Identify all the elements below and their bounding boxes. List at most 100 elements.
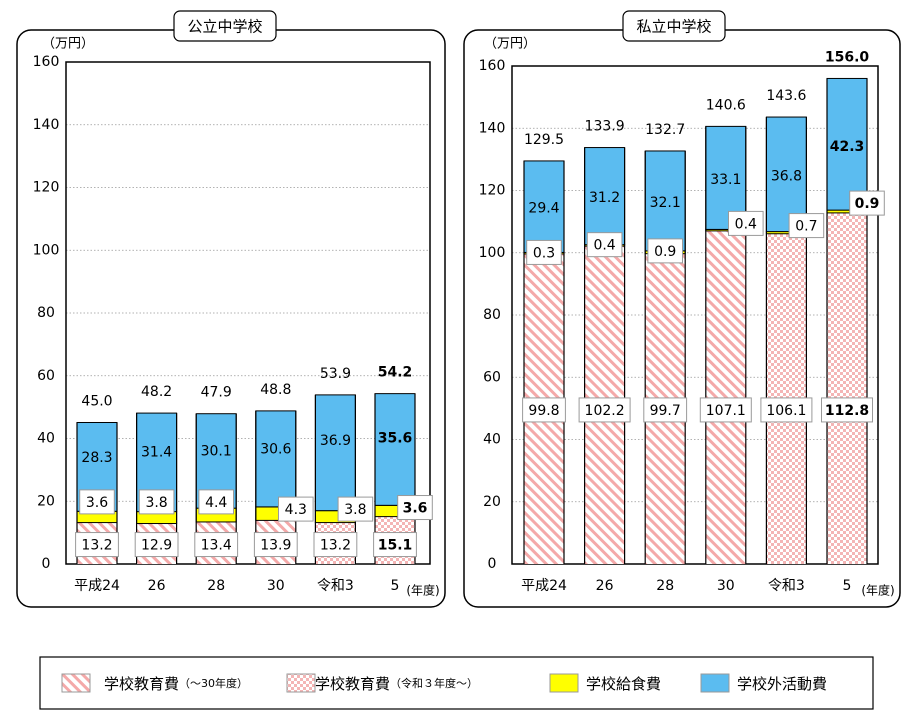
total-label: 47.9 bbox=[201, 385, 232, 401]
school-lunch-label-box bbox=[728, 210, 764, 236]
extracurricular-label: 31.4 bbox=[141, 444, 172, 460]
school-lunch-label: 0.9 bbox=[654, 244, 676, 260]
extracurricular-label: 36.8 bbox=[771, 169, 802, 185]
school-education-label: 112.8 bbox=[825, 403, 869, 419]
x-tick-label: 令和3 bbox=[768, 578, 805, 594]
school-education-label-box bbox=[253, 532, 298, 558]
y-unit-label: （万円） bbox=[42, 37, 94, 52]
y-unit-label: （万円） bbox=[484, 37, 536, 52]
chart-panel-1: 公立中学校 （万円） 0 20 40 60 80 100 120 140 160 45.0 28.3 13… bbox=[16, 10, 446, 608]
bar-extracurricular bbox=[584, 147, 626, 246]
extracurricular-label: 31.2 bbox=[589, 190, 620, 206]
y-tick-label: 160 bbox=[33, 54, 60, 70]
total-label: 48.8 bbox=[260, 382, 291, 398]
school-education-label-box bbox=[699, 397, 752, 423]
total-label: 48.2 bbox=[141, 384, 172, 400]
school-lunch-label-box bbox=[337, 496, 374, 522]
extracurricular-label: 28.3 bbox=[81, 450, 112, 466]
school-lunch-label: 0.9 bbox=[855, 196, 880, 212]
total-label: 140.6 bbox=[706, 97, 746, 113]
school-education-label-box bbox=[578, 397, 631, 423]
school-education-label: 15.1 bbox=[378, 538, 413, 554]
school-education-label-box bbox=[522, 397, 566, 423]
extracurricular-label: 35.6 bbox=[378, 430, 413, 446]
school-lunch-label: 3.6 bbox=[403, 501, 428, 517]
y-tick-label: 160 bbox=[479, 58, 506, 74]
legend-label-suffix: （令和３年度〜） bbox=[390, 676, 478, 690]
school-lunch-label-box bbox=[278, 496, 314, 522]
bar-extracurricular bbox=[314, 394, 356, 512]
school-education-label-box bbox=[821, 397, 873, 423]
extracurricular-label: 36.9 bbox=[320, 433, 351, 449]
legend-label-main: 学校給食費 bbox=[586, 675, 661, 693]
bar-group bbox=[523, 160, 565, 564]
extracurricular-label: 29.4 bbox=[528, 201, 559, 217]
school-lunch-label-box bbox=[138, 489, 175, 515]
x-unit-label: (年度) bbox=[861, 583, 894, 598]
extracurricular-label: 33.1 bbox=[710, 172, 741, 188]
y-tick-label: 140 bbox=[33, 117, 60, 133]
total-label: 129.5 bbox=[524, 132, 564, 148]
total-label: 133.9 bbox=[585, 119, 625, 135]
y-tick-label: 60 bbox=[483, 369, 501, 385]
school-education-label-box bbox=[760, 397, 813, 423]
x-tick-label: 平成24 bbox=[521, 578, 567, 594]
school-lunch-label-box bbox=[647, 238, 684, 264]
school-lunch-label: 0.4 bbox=[593, 238, 615, 254]
total-label: 132.7 bbox=[645, 122, 685, 138]
school-lunch-label: 0.7 bbox=[795, 219, 817, 235]
total-label: 45.0 bbox=[81, 393, 112, 409]
school-lunch-label-box bbox=[397, 495, 433, 521]
y-tick-label: 0 bbox=[42, 556, 51, 572]
school-education-label: 13.4 bbox=[201, 538, 232, 554]
school-lunch-label: 3.6 bbox=[86, 495, 108, 511]
total-label: 143.6 bbox=[766, 88, 806, 104]
y-tick-label: 140 bbox=[479, 120, 506, 136]
y-tick-label: 100 bbox=[33, 242, 60, 258]
legend-label: 学校給食費 bbox=[586, 675, 661, 693]
legend-label: 学校教育費（令和３年度〜） bbox=[315, 675, 478, 693]
legend-label-main: 学校教育費 bbox=[315, 675, 390, 693]
legend: 学校教育費（〜30年度） 学校教育費（令和３年度〜） 学校給食費 学校外活動費 bbox=[39, 656, 874, 710]
school-education-label: 99.7 bbox=[650, 403, 681, 419]
school-education-label-box bbox=[194, 532, 239, 558]
school-lunch-label: 3.8 bbox=[145, 495, 167, 511]
y-tick-label: 20 bbox=[483, 494, 501, 510]
school-lunch-label-box bbox=[849, 190, 885, 216]
legend-swatch bbox=[286, 673, 316, 693]
school-education-label: 13.9 bbox=[260, 538, 291, 554]
x-unit-label: (年度) bbox=[406, 583, 439, 598]
y-tick-label: 40 bbox=[37, 431, 55, 447]
school-education-label-box bbox=[373, 532, 417, 558]
title-tab bbox=[622, 10, 726, 42]
x-tick-label: 28 bbox=[207, 578, 225, 594]
school-education-label-box bbox=[313, 532, 358, 558]
school-lunch-label: 3.8 bbox=[344, 502, 366, 518]
school-lunch-label-box bbox=[198, 489, 234, 515]
bar-extracurricular bbox=[826, 77, 868, 211]
x-tick-label: 平成24 bbox=[74, 578, 120, 594]
y-tick-label: 80 bbox=[483, 307, 501, 323]
plot-area bbox=[65, 61, 431, 565]
legend-frame bbox=[39, 656, 874, 710]
bar-group bbox=[705, 125, 747, 564]
extracurricular-label: 32.1 bbox=[650, 195, 681, 211]
legend-label-suffix: （〜30年度） bbox=[179, 676, 248, 690]
x-tick-label: 30 bbox=[717, 578, 735, 594]
school-education-label: 107.1 bbox=[706, 403, 746, 419]
x-tick-label: 26 bbox=[148, 578, 166, 594]
school-lunch-label-box bbox=[526, 239, 562, 265]
school-lunch-label: 4.4 bbox=[205, 495, 227, 511]
y-tick-label: 60 bbox=[37, 368, 55, 384]
legend-label: 学校教育費（〜30年度） bbox=[104, 675, 248, 693]
x-tick-label: 5 bbox=[843, 578, 852, 594]
x-tick-label: 28 bbox=[656, 578, 674, 594]
school-education-label: 13.2 bbox=[320, 538, 351, 554]
total-label: 54.2 bbox=[378, 365, 413, 381]
y-tick-label: 20 bbox=[37, 493, 55, 509]
legend-label-main: 学校外活動費 bbox=[737, 675, 827, 693]
extracurricular-label: 42.3 bbox=[830, 139, 865, 155]
y-tick-label: 0 bbox=[488, 556, 497, 572]
title-tab bbox=[173, 10, 277, 42]
x-tick-label: 26 bbox=[596, 578, 614, 594]
